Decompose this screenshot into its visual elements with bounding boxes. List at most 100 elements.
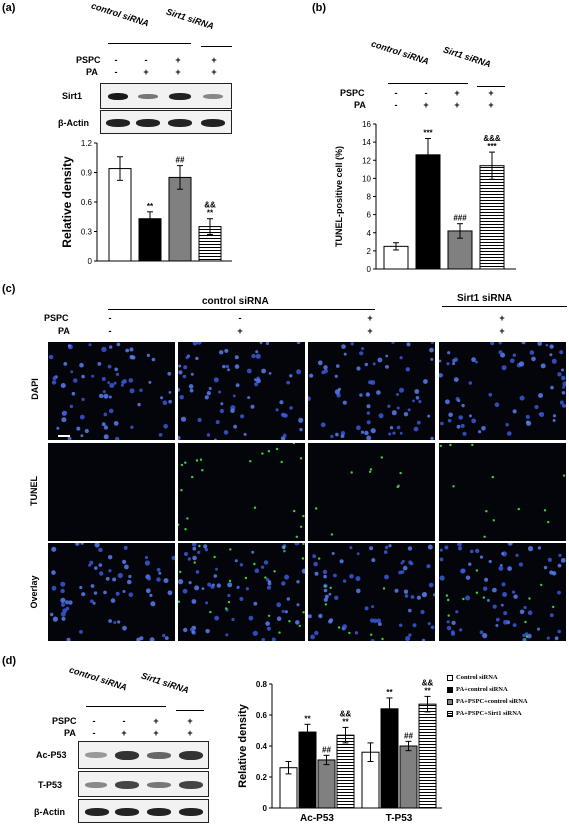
y-tick-label: 8 xyxy=(367,193,372,202)
sign: + xyxy=(153,728,159,738)
panel-b-label: (b) xyxy=(312,2,327,14)
micrograph xyxy=(48,342,175,440)
western-blot-sirt1 xyxy=(100,83,232,109)
sign: - xyxy=(114,67,118,77)
significance-label: ** xyxy=(424,686,431,695)
sign: - xyxy=(394,88,398,98)
sign: + xyxy=(143,67,149,77)
panel-b-line-control xyxy=(388,83,468,84)
bar xyxy=(108,168,132,262)
x-tick-label: Ac-P53 xyxy=(300,813,334,824)
panel-c-label: (c) xyxy=(2,283,16,295)
legend-swatch xyxy=(447,711,453,717)
panel-a-line-control xyxy=(108,43,191,44)
bar xyxy=(418,703,437,809)
significance-label: ** xyxy=(147,202,154,211)
y-tick-label: 0.2 xyxy=(256,773,268,782)
sign: + xyxy=(367,313,373,323)
sign: - xyxy=(108,326,112,336)
legend-swatch xyxy=(447,699,453,705)
significance-label: *** xyxy=(423,129,433,138)
legend-item: PA+PSPC+Sirt1 siRNA xyxy=(456,710,522,717)
micrograph xyxy=(439,342,566,440)
sign: + xyxy=(488,100,494,110)
panel-a-group-control: control siRNA xyxy=(90,0,151,29)
bar xyxy=(380,708,399,809)
y-axis-label: TUNEL-positive cell (%) xyxy=(334,146,344,247)
row-label-overlay: Overlay xyxy=(29,575,39,609)
y-tick-label: 10 xyxy=(362,174,371,183)
y-tick-label: 4 xyxy=(367,229,372,238)
sign: + xyxy=(499,313,505,323)
y-tick-label: 0.8 xyxy=(256,680,268,689)
micrograph xyxy=(439,443,566,541)
bar xyxy=(298,731,317,809)
scale-bar xyxy=(58,435,70,437)
blot-label-acp53: Ac-P53 xyxy=(36,750,67,760)
panel-a-row-pspc: PSPC xyxy=(76,55,101,65)
row-label-tunel: TUNEL xyxy=(29,476,39,506)
y-tick-label: 0 xyxy=(367,265,372,274)
significance-label: && xyxy=(340,709,352,718)
micrograph xyxy=(48,543,175,641)
y-tick-label: 0.6 xyxy=(81,198,93,207)
sign: - xyxy=(238,313,242,323)
sign: + xyxy=(237,326,243,336)
y-tick-label: 0.4 xyxy=(256,742,268,751)
panel-c-line-sirt1 xyxy=(442,306,567,307)
blot-label-tp53: T-P53 xyxy=(38,780,63,790)
legend-item: PA+PSPC+control siRNA xyxy=(456,698,528,705)
sign: - xyxy=(92,728,96,738)
significance-label: ** xyxy=(304,714,311,723)
panel-b-line-sirt1 xyxy=(477,86,505,87)
significance-label: &&& xyxy=(483,134,501,143)
y-axis-label: Relative density xyxy=(237,703,249,788)
sign: + xyxy=(187,716,193,726)
bar xyxy=(415,154,441,270)
panel-a-line-sirt1 xyxy=(201,46,232,47)
micrograph xyxy=(308,443,435,541)
panel-d-label: (d) xyxy=(2,655,17,667)
significance-label: ## xyxy=(404,731,413,740)
y-tick-label: 0.9 xyxy=(81,169,93,178)
significance-label: ## xyxy=(176,156,185,165)
sign: + xyxy=(153,716,159,726)
legend-swatch xyxy=(447,687,453,693)
y-tick-label: 14 xyxy=(362,138,371,147)
y-tick-label: 6 xyxy=(367,211,372,220)
sign: - xyxy=(114,55,118,65)
significance-label: && xyxy=(204,201,216,210)
sign: + xyxy=(187,728,193,738)
sign: - xyxy=(394,100,398,110)
sign: + xyxy=(454,88,460,98)
significance-label: && xyxy=(422,678,434,687)
western-blot-tp53 xyxy=(78,771,209,797)
sign: + xyxy=(499,326,505,336)
sign: - xyxy=(108,313,112,323)
significance-label: ** xyxy=(386,688,393,697)
y-tick-label: 0 xyxy=(88,257,93,266)
x-tick-label: T-P53 xyxy=(386,813,413,824)
bar xyxy=(479,165,505,270)
y-tick-label: 0.6 xyxy=(256,711,268,720)
micrograph xyxy=(308,543,435,641)
panel-d-line-sirt1 xyxy=(176,710,204,711)
blot-label-actin: β-Actin xyxy=(58,118,89,128)
panel-a-label: (a) xyxy=(2,2,16,14)
sign: + xyxy=(211,67,217,77)
sign: + xyxy=(121,728,127,738)
panel-d-line-control xyxy=(86,706,166,707)
y-tick-label: 0 xyxy=(263,804,268,813)
panel-d-group-control: control siRNA xyxy=(68,664,129,693)
micrograph xyxy=(178,543,305,641)
panel-d-row-pa: PA xyxy=(64,728,76,738)
significance-label: ** xyxy=(207,209,214,218)
sign: + xyxy=(175,55,181,65)
micrograph xyxy=(439,543,566,641)
bar-chart-b: 0 2 4 6 8 10 12 14 16 TUNEL-positive cell (%) *** #… xyxy=(334,120,516,274)
western-blot-actin-d xyxy=(78,799,209,823)
row-label-dapi: DAPI xyxy=(30,378,40,400)
y-axis-label: Relative density xyxy=(60,156,74,248)
significance-label: ** xyxy=(342,717,349,726)
